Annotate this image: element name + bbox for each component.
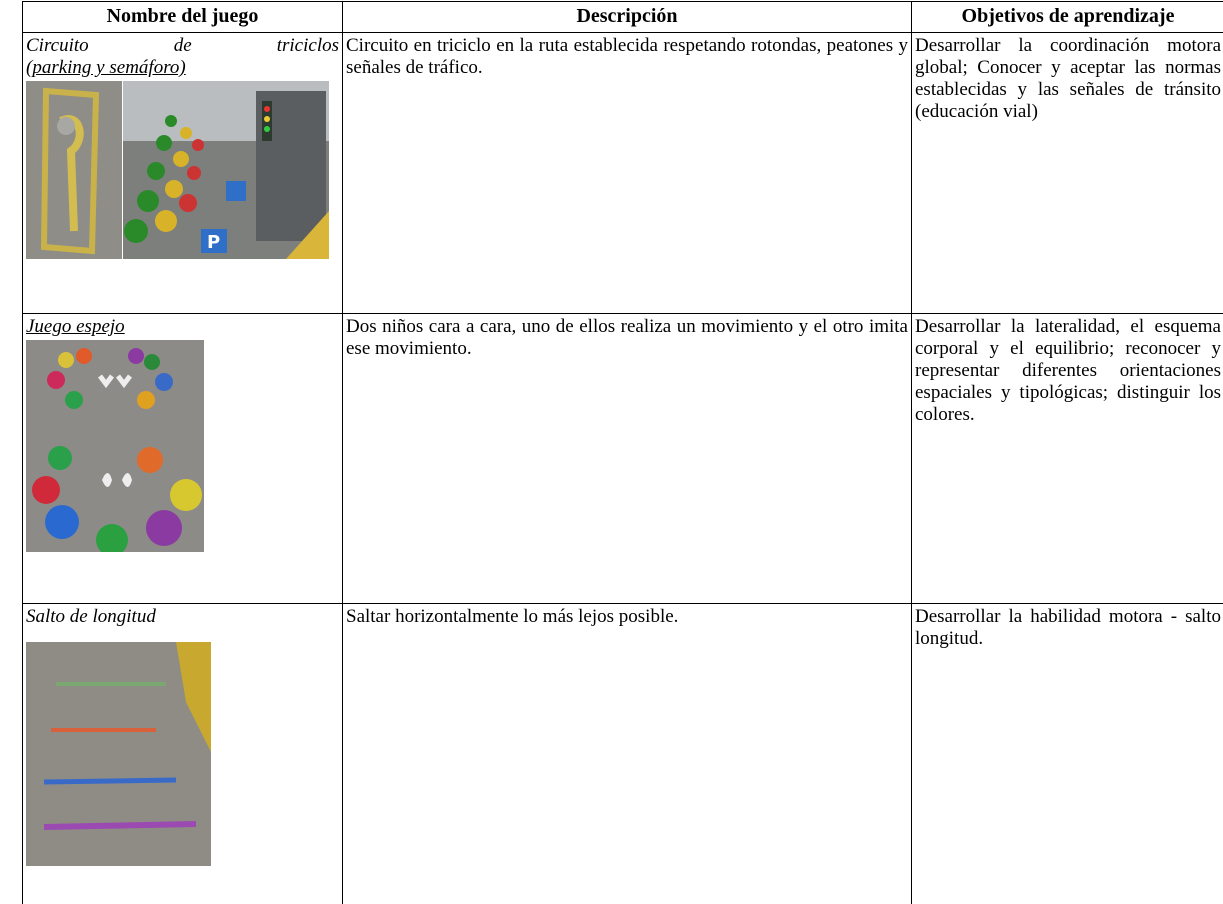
row: Juego espejo Dos niños cara a cara, uno …: [23, 314, 1223, 604]
game-name: Juego espejo: [26, 316, 125, 338]
svg-text:P: P: [207, 232, 220, 253]
name-cell: Juego espejo: [23, 314, 343, 604]
page: {"table": { "header": ["Nombre del juego…: [0, 0, 1223, 869]
objectives-cell: Desarrollar la lateralidad, el esquema c…: [912, 314, 1223, 604]
objectives-cell: Desarrollar la coordinación motora globa…: [912, 33, 1223, 314]
game-name-note: (parking y semáforo): [26, 57, 186, 79]
name-cell: Circuito de triciclos (parking y semáfor…: [23, 33, 343, 314]
game-name: Circuito de triciclos: [26, 35, 339, 57]
description-cell: Saltar horizontalmente lo más lejos posi…: [343, 604, 912, 904]
description-cell: Circuito en triciclo en la ruta establec…: [343, 33, 912, 314]
header-row: Nombre del juego Descripción Objetivos d…: [23, 2, 1223, 33]
photo: P: [26, 81, 329, 259]
header-cell: Nombre del juego: [23, 2, 343, 33]
header-cell: Objetivos de aprendizaje: [912, 2, 1223, 33]
row: Salto de longitud Saltar horizontalmente…: [23, 604, 1223, 904]
photo: [26, 340, 204, 552]
row: Circuito de triciclos (parking y semáfor…: [23, 33, 1223, 314]
game-name: Salto de longitud: [26, 606, 339, 628]
header-cell: Descripción: [343, 2, 912, 33]
description-cell: Dos niños cara a cara, uno de ellos real…: [343, 314, 912, 604]
games-table: Nombre del juego Descripción Objetivos d…: [22, 1, 1223, 904]
photo: [26, 642, 211, 866]
name-cell: Salto de longitud: [23, 604, 343, 904]
objectives-cell: Desarrollar la habilidad motora - salto …: [912, 604, 1223, 904]
